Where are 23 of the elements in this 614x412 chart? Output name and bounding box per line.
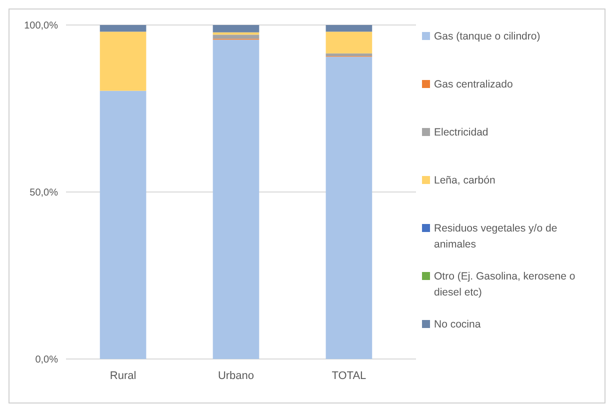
x-tick-label: Urbano <box>218 370 254 382</box>
bar <box>326 56 372 359</box>
x-tick-label: TOTAL <box>332 370 366 382</box>
y-tick-label: 100,0% <box>24 20 58 32</box>
bar <box>100 90 146 359</box>
legend-label: Electricidad <box>434 126 488 139</box>
x-tick-label: Rural <box>110 370 136 382</box>
legend-label: Leña, carbón <box>434 174 496 187</box>
bar <box>326 53 372 56</box>
bar <box>326 25 372 32</box>
bar <box>100 32 146 91</box>
bar <box>326 32 372 54</box>
bar <box>212 25 260 32</box>
y-tick-label: 50,0% <box>30 188 58 198</box>
legend-label: No cocina <box>434 318 481 331</box>
y-tick-label: 0,0% <box>35 354 58 366</box>
legend-label: Otro (Ej. Gasolina, kerosene o diesel etc) <box>434 270 576 298</box>
legend-label: Residuos vegetales y/o de animales <box>434 222 558 250</box>
legend-label: Gas centralizado <box>434 78 513 91</box>
bar <box>212 40 260 359</box>
legend-label: Gas (tanque o cilindro) <box>434 30 540 43</box>
bar <box>100 25 146 32</box>
bar <box>212 34 260 39</box>
